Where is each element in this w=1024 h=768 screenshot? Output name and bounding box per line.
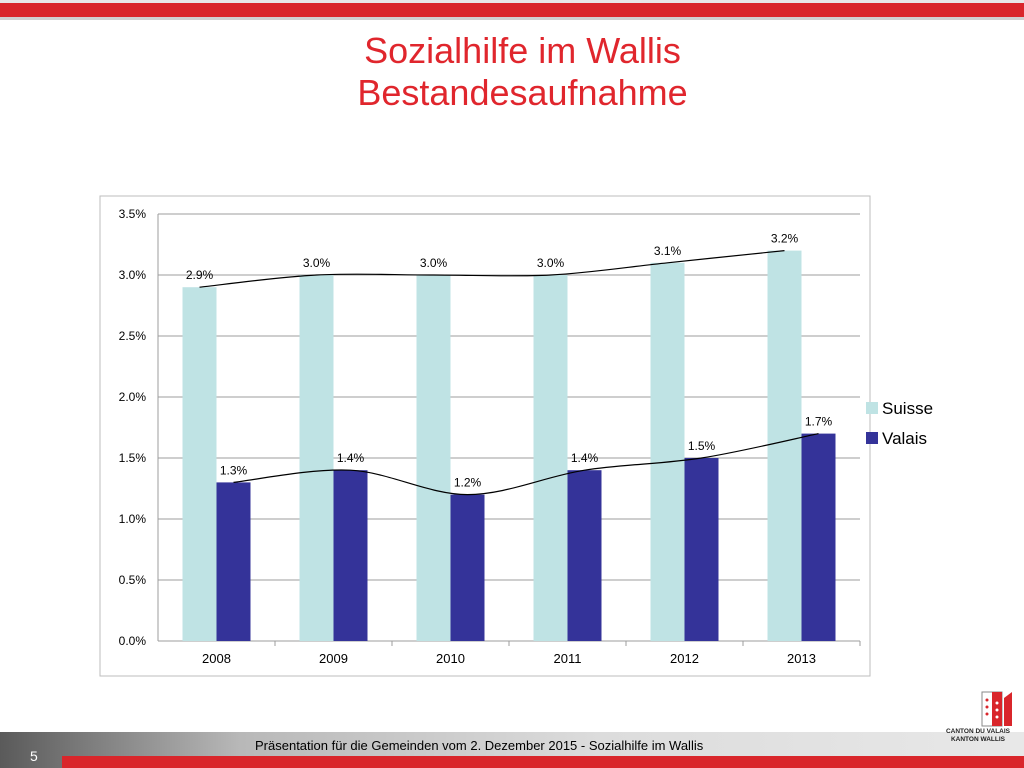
- x-tick-label: 2012: [670, 651, 699, 666]
- bar-suisse: [533, 275, 568, 641]
- data-label: 1.4%: [571, 451, 599, 465]
- data-label: 1.3%: [220, 463, 248, 477]
- logo-line-1: CANTON DU VALAIS: [945, 728, 1011, 735]
- logo-line-2: KANTON WALLIS: [950, 736, 1006, 743]
- data-label: 3.0%: [420, 256, 448, 270]
- top-red-bar: [0, 0, 1024, 20]
- legend-label-valais: Valais: [882, 429, 927, 448]
- data-label: 1.7%: [805, 415, 833, 429]
- y-tick-label: 2.5%: [119, 329, 147, 343]
- bar-chart: 0.0% 0.5% 1.0% 1.5% 2.0% 2.5% 3.0% 3.5% 2.9% 1.3%…: [99, 195, 933, 677]
- title-line-1: Sozialhilfe im Wallis: [364, 30, 681, 71]
- title-line-2: Bestandesaufnahme: [357, 72, 688, 113]
- slide-title: Sozialhilfe im Wallis Bestandesaufnahme: [0, 30, 1024, 114]
- data-label: 3.2%: [771, 232, 799, 246]
- trendline-valais: [233, 433, 819, 496]
- y-tick-label: 1.5%: [119, 451, 147, 465]
- x-tick-label: 2010: [436, 651, 465, 666]
- bar-valais: [567, 470, 602, 641]
- legend-label-suisse: Suisse: [882, 399, 933, 418]
- bar-valais: [450, 494, 485, 641]
- legend-swatch-valais: [866, 432, 878, 444]
- y-tick-label: 1.0%: [119, 512, 147, 526]
- y-tick-label: 3.5%: [119, 207, 147, 221]
- x-tick-label: 2013: [787, 651, 816, 666]
- footer-caption: Präsentation für die Gemeinden vom 2. De…: [255, 738, 704, 753]
- bar-valais: [216, 482, 251, 641]
- bar-valais: [801, 433, 836, 641]
- data-label: 1.2%: [454, 476, 482, 490]
- trendline-suisse: [199, 250, 785, 288]
- data-label: 1.5%: [688, 439, 716, 453]
- data-label: 1.4%: [337, 451, 365, 465]
- data-label: 2.9%: [186, 268, 214, 282]
- data-label: 3.0%: [537, 256, 565, 270]
- footer-red-stripe: [62, 756, 1024, 768]
- bar-suisse: [650, 262, 685, 641]
- bar-suisse: [767, 250, 802, 641]
- canton-valais-logo: [981, 691, 1012, 727]
- x-tick-label: 2008: [202, 651, 231, 666]
- page-number: 5: [30, 748, 38, 764]
- x-tick-label: 2009: [319, 651, 348, 666]
- y-tick-label: 0.0%: [119, 634, 147, 648]
- y-tick-label: 2.0%: [119, 390, 147, 404]
- y-tick-label: 0.5%: [119, 573, 147, 587]
- legend-swatch-suisse: [866, 402, 878, 414]
- bar-valais: [333, 470, 368, 641]
- y-tick-label: 3.0%: [119, 268, 147, 282]
- bar-valais: [684, 458, 719, 641]
- bar-suisse: [416, 275, 451, 641]
- data-label: 3.1%: [654, 244, 682, 258]
- data-label: 3.0%: [303, 256, 331, 270]
- bar-suisse: [182, 287, 217, 641]
- bar-suisse: [299, 275, 334, 641]
- logo-caption: CANTON DU VALAIS KANTON WALLIS: [936, 728, 1020, 744]
- x-tick-label: 2011: [554, 651, 582, 666]
